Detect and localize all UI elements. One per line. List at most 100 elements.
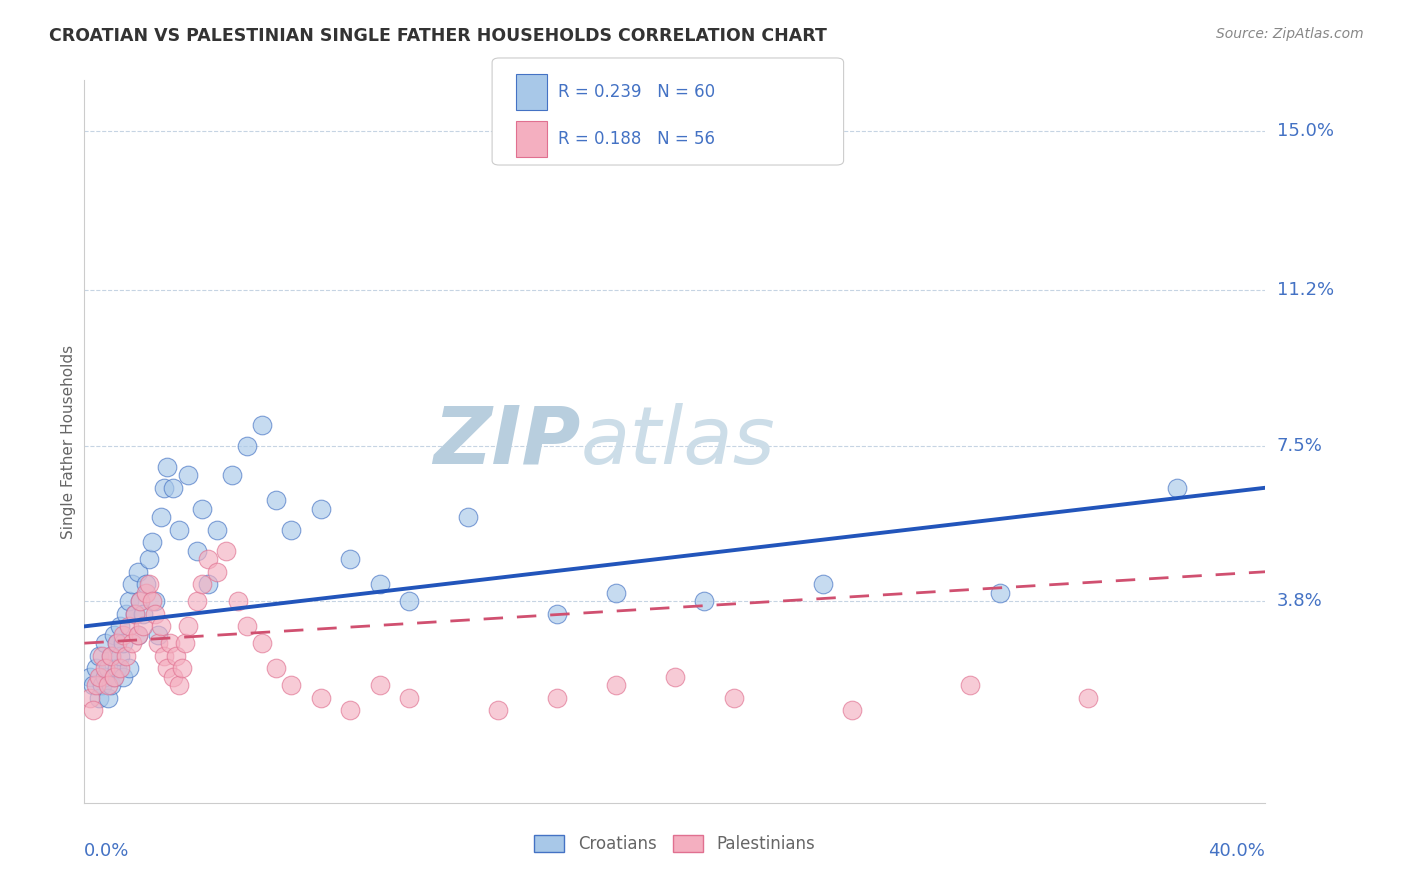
Point: [339, 552, 361, 566]
Point: [132, 607, 155, 621]
Point: [266, 493, 288, 508]
Point: [150, 510, 173, 524]
Point: [236, 439, 259, 453]
Text: CROATIAN VS PALESTINIAN SINGLE FATHER HOUSEHOLDS CORRELATION CHART: CROATIAN VS PALESTINIAN SINGLE FATHER HO…: [49, 27, 827, 45]
Point: [82, 703, 104, 717]
Point: [91, 648, 114, 663]
Point: [87, 648, 111, 663]
Point: [398, 690, 420, 705]
Point: [811, 577, 834, 591]
Point: [135, 577, 157, 591]
Point: [546, 607, 568, 621]
Point: [457, 510, 479, 524]
Point: [280, 523, 302, 537]
Point: [309, 690, 332, 705]
Point: [486, 703, 509, 717]
Point: [141, 535, 163, 549]
Point: [191, 577, 214, 591]
Point: [170, 661, 193, 675]
Point: [118, 619, 141, 633]
Point: [124, 607, 146, 621]
Point: [84, 678, 107, 692]
Point: [167, 523, 190, 537]
Text: 40.0%: 40.0%: [1209, 842, 1265, 860]
Point: [105, 636, 128, 650]
Point: [988, 586, 1011, 600]
Point: [153, 648, 176, 663]
Point: [226, 594, 249, 608]
Text: 3.8%: 3.8%: [1277, 592, 1322, 610]
Legend: Croatians, Palestinians: Croatians, Palestinians: [527, 828, 823, 860]
Point: [111, 628, 134, 642]
Point: [368, 577, 391, 591]
Point: [138, 577, 160, 591]
Point: [156, 459, 179, 474]
Point: [118, 594, 141, 608]
Text: ZIP: ZIP: [433, 402, 581, 481]
Point: [127, 628, 149, 642]
Point: [191, 501, 214, 516]
Point: [121, 577, 143, 591]
Point: [159, 636, 181, 650]
Point: [143, 607, 166, 621]
Point: [79, 670, 101, 684]
Point: [156, 661, 179, 675]
Point: [368, 678, 391, 692]
Point: [100, 648, 122, 663]
Point: [94, 661, 117, 675]
Point: [309, 501, 332, 516]
Point: [84, 661, 107, 675]
Text: R = 0.239   N = 60: R = 0.239 N = 60: [558, 83, 716, 101]
Point: [215, 543, 238, 558]
Point: [108, 661, 131, 675]
Point: [959, 678, 981, 692]
Text: 0.0%: 0.0%: [84, 842, 129, 860]
Point: [250, 636, 273, 650]
Point: [167, 678, 190, 692]
Point: [87, 670, 111, 684]
Y-axis label: Single Father Households: Single Father Households: [60, 344, 76, 539]
Point: [105, 636, 128, 650]
Point: [108, 648, 131, 663]
Point: [103, 628, 125, 642]
Point: [97, 678, 120, 692]
Point: [124, 607, 146, 621]
Point: [79, 690, 101, 705]
Point: [546, 690, 568, 705]
Point: [94, 636, 117, 650]
Point: [173, 636, 195, 650]
Point: [207, 523, 229, 537]
Point: [664, 670, 686, 684]
Point: [127, 565, 149, 579]
Point: [186, 594, 208, 608]
Point: [723, 690, 745, 705]
Point: [127, 628, 149, 642]
Point: [398, 594, 420, 608]
Point: [105, 661, 128, 675]
Point: [150, 619, 173, 633]
Point: [114, 607, 136, 621]
Point: [97, 690, 120, 705]
Point: [841, 703, 863, 717]
Point: [153, 481, 176, 495]
Point: [129, 594, 152, 608]
Point: [339, 703, 361, 717]
Point: [693, 594, 716, 608]
Point: [129, 594, 152, 608]
Point: [162, 481, 184, 495]
Point: [121, 636, 143, 650]
Point: [197, 552, 219, 566]
Point: [197, 577, 219, 591]
Point: [114, 648, 136, 663]
Point: [100, 648, 122, 663]
Point: [118, 661, 141, 675]
Point: [165, 648, 187, 663]
Text: R = 0.188   N = 56: R = 0.188 N = 56: [558, 130, 716, 148]
Point: [148, 628, 170, 642]
Point: [250, 417, 273, 432]
Text: 15.0%: 15.0%: [1277, 121, 1333, 140]
Point: [280, 678, 302, 692]
Point: [97, 661, 120, 675]
Point: [135, 586, 157, 600]
Point: [132, 619, 155, 633]
